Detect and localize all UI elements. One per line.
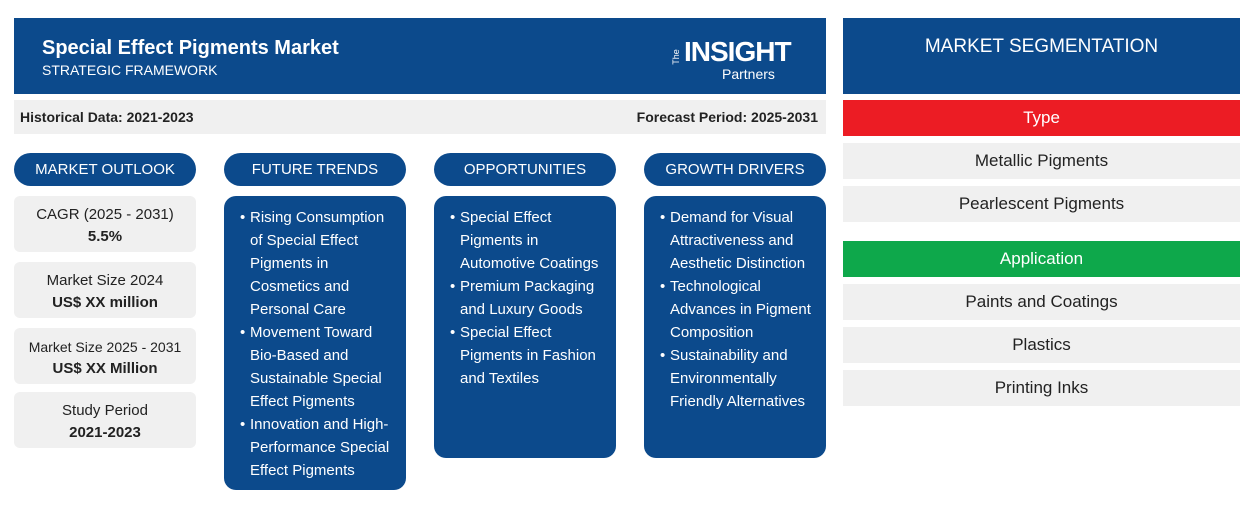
outlook-box: CAGR (2025 - 2031) 5.5% [14,196,196,252]
column-title: GROWTH DRIVERS [644,153,826,186]
outlook-box: Study Period 2021-2023 [14,392,196,448]
historical: Historical Data: 2021-2023 [20,109,194,125]
segment-item: Plastics [843,327,1240,363]
bullet: Demand for Visual Attractiveness and Aes… [660,206,816,275]
column-title: OPPORTUNITIES [434,153,616,186]
segment-item: Metallic Pigments [843,143,1240,179]
forecast: Forecast Period: 2025-2031 [636,109,818,125]
segment-item: Printing Inks [843,370,1240,406]
value: US$ XX million [52,294,158,311]
logo-sub: Partners [722,66,775,82]
group-header: Application [843,241,1240,277]
label: Market Size 2024 [46,272,164,289]
value: US$ XX Million [52,360,158,377]
outlook-box: Market Size 2025 - 2031 US$ XX Million [14,328,196,384]
segmentation-title: MARKET SEGMENTATION [843,18,1240,94]
group-header: Type [843,100,1240,136]
logo-main: INSIGHT [684,36,792,67]
outlook-box: Market Size 2024 US$ XX million [14,262,196,318]
drivers-box: Demand for Visual Attractiveness and Aes… [644,196,826,458]
period-bar: Historical Data: 2021-2023 Forecast Peri… [14,100,826,134]
label: Market Size 2025 - 2031 [28,339,182,355]
bullet: Sustainability and Environmentally Frien… [660,344,816,413]
segment-item: Pearlescent Pigments [843,186,1240,222]
label: CAGR (2025 - 2031) [36,206,174,223]
bullet: Special Effect Pigments in Automotive Co… [450,206,606,275]
bullet: Technological Advances in Pigment Compos… [660,275,816,344]
bullet: Movement Toward Bio-Based and Sustainabl… [240,321,396,413]
segment-item: Paints and Coatings [843,284,1240,320]
header: Special Effect Pigments Market STRATEGIC… [14,18,826,94]
title: Special Effect Pigments Market [42,37,339,59]
bullet: Premium Packaging and Luxury Goods [450,275,606,321]
column-title: FUTURE TRENDS [224,153,406,186]
value: 2021-2023 [69,424,141,441]
bullet: Innovation and High-Performance Special … [240,413,396,482]
label: Study Period [62,402,148,419]
bullet: Special Effect Pigments in Fashion and T… [450,321,606,390]
value: 5.5% [87,228,123,245]
logo-small: The [670,49,681,65]
subtitle: STRATEGIC FRAMEWORK [42,62,218,78]
column-title: MARKET OUTLOOK [14,153,196,186]
bullet: Rising Consumption of Special Effect Pig… [240,206,396,321]
trends-box: Rising Consumption of Special Effect Pig… [224,196,406,490]
opportunities-box: Special Effect Pigments in Automotive Co… [434,196,616,458]
